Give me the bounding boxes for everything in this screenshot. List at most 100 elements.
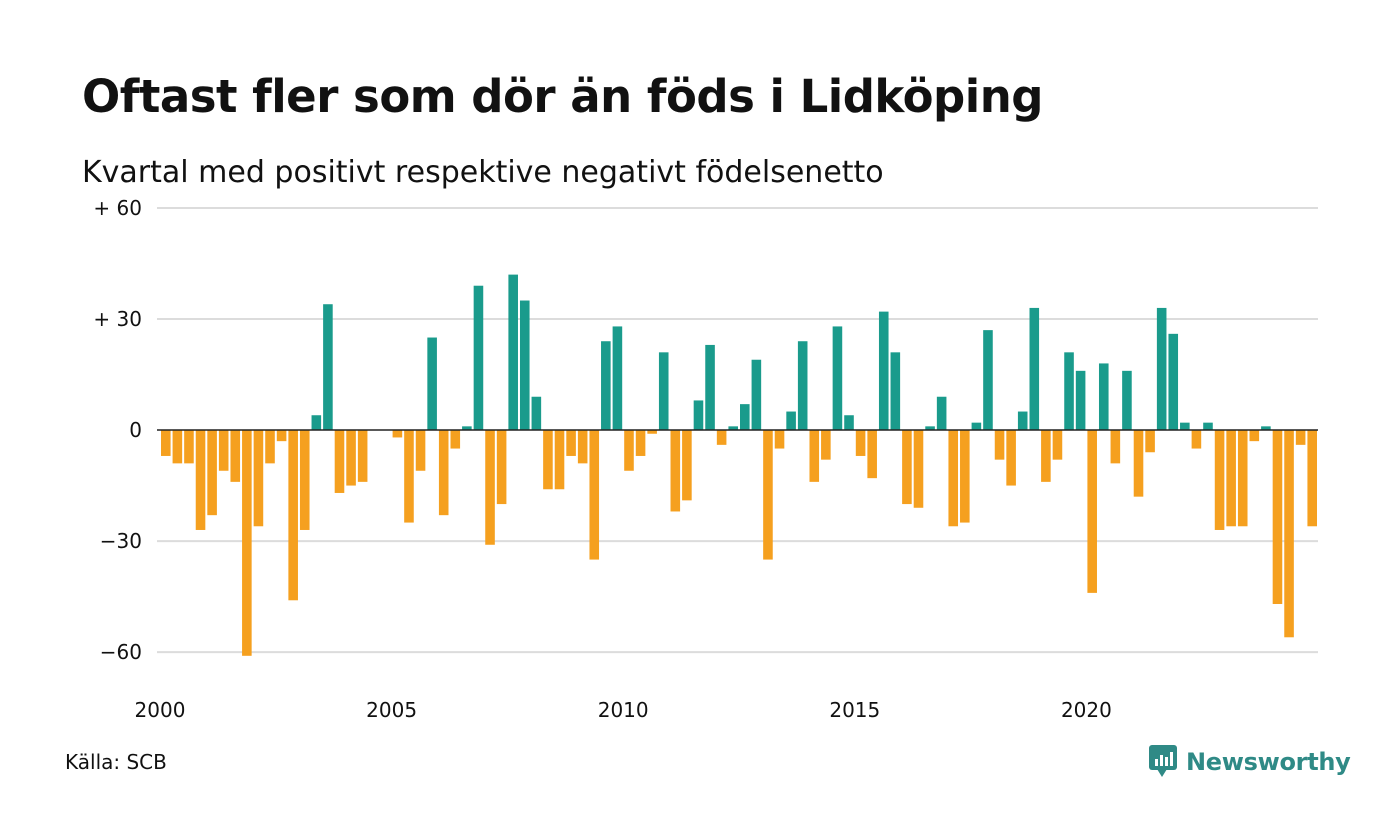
bar <box>1006 430 1016 486</box>
y-tick-label: 0 <box>129 418 142 442</box>
bar <box>438 430 449 516</box>
bar <box>1191 430 1202 449</box>
x-tick-label: 2015 <box>829 698 880 722</box>
bar <box>346 430 356 486</box>
bar <box>161 430 171 456</box>
bar <box>1110 430 1121 464</box>
bar <box>705 344 715 431</box>
bar <box>670 430 681 512</box>
bar <box>763 430 773 560</box>
bar <box>1029 307 1040 431</box>
bar <box>913 430 924 508</box>
bar <box>751 359 762 431</box>
bar <box>994 430 1005 460</box>
bar <box>172 430 183 464</box>
bar <box>821 430 831 460</box>
y-tick-label: −30 <box>100 529 142 553</box>
bar <box>334 430 345 493</box>
bar <box>1295 430 1306 445</box>
bar <box>1122 370 1132 431</box>
bar <box>658 352 669 431</box>
bar <box>589 430 600 560</box>
bar <box>288 430 298 601</box>
bar <box>1041 430 1051 482</box>
bar <box>1133 430 1144 497</box>
bar <box>184 430 194 464</box>
bar <box>1064 352 1074 431</box>
bar <box>844 415 854 431</box>
bar <box>404 430 414 523</box>
bar <box>1098 363 1109 431</box>
bar <box>1180 422 1190 431</box>
bar <box>323 304 333 431</box>
newsworthy-logo-icon <box>1149 745 1177 777</box>
bar <box>925 426 935 431</box>
bar <box>635 430 646 456</box>
bar <box>1226 430 1236 527</box>
bar <box>983 330 993 431</box>
bar <box>496 430 507 505</box>
bar <box>577 430 588 464</box>
y-tick-label: −60 <box>100 640 142 664</box>
x-tick-label: 2005 <box>366 698 417 722</box>
bar <box>601 341 611 431</box>
bar <box>809 430 820 482</box>
bar <box>716 430 727 445</box>
bar <box>890 352 901 431</box>
bar <box>867 430 877 479</box>
brand-name: Newsworthy <box>1186 748 1351 776</box>
bar <box>427 337 437 431</box>
bar <box>531 396 542 431</box>
bar <box>1075 370 1086 431</box>
bar <box>1087 430 1097 593</box>
bar <box>543 430 553 490</box>
bar <box>1156 307 1167 431</box>
bar <box>566 430 576 456</box>
bar <box>1145 430 1155 453</box>
bar <box>230 430 241 482</box>
chart-subtitle: Kvartal med positivt respektive negativt… <box>82 155 884 190</box>
bar <box>786 411 796 431</box>
bar <box>647 430 657 434</box>
bars <box>161 274 1317 656</box>
bar <box>855 430 866 456</box>
bar <box>624 430 634 471</box>
bar <box>519 300 530 431</box>
bar <box>218 430 229 471</box>
bar <box>1307 430 1317 527</box>
source-label: Källa: SCB <box>65 750 167 774</box>
y-axis-labels: + 60 + 30 0 −30 −60 <box>93 196 142 664</box>
bar <box>774 430 785 449</box>
bar <box>462 426 472 431</box>
bar <box>1284 430 1294 638</box>
bar <box>682 430 692 501</box>
bar <box>832 326 843 431</box>
bar <box>1261 426 1271 431</box>
bar <box>253 430 264 527</box>
bar <box>1168 333 1179 431</box>
x-tick-label: 2020 <box>1061 698 1112 722</box>
y-tick-label: + 30 <box>93 307 142 331</box>
bar <box>902 430 912 505</box>
bar <box>473 285 484 431</box>
bar <box>265 430 275 464</box>
bar <box>554 430 565 490</box>
bar <box>450 430 461 449</box>
bar <box>299 430 310 530</box>
bar <box>1203 422 1213 431</box>
x-tick-label: 2010 <box>598 698 649 722</box>
bar <box>612 326 623 431</box>
bar <box>948 430 959 527</box>
x-axis-labels: 2000 2005 2010 2015 2020 <box>135 698 1112 722</box>
bar <box>797 341 808 431</box>
bar <box>728 426 738 431</box>
bar <box>392 430 403 438</box>
bar <box>936 396 947 431</box>
bar <box>693 400 704 431</box>
newsworthy-logo: Newsworthy <box>1148 744 1351 780</box>
bar <box>508 274 518 431</box>
bar <box>485 430 495 545</box>
gridlines <box>157 207 1318 654</box>
bar <box>971 422 982 431</box>
